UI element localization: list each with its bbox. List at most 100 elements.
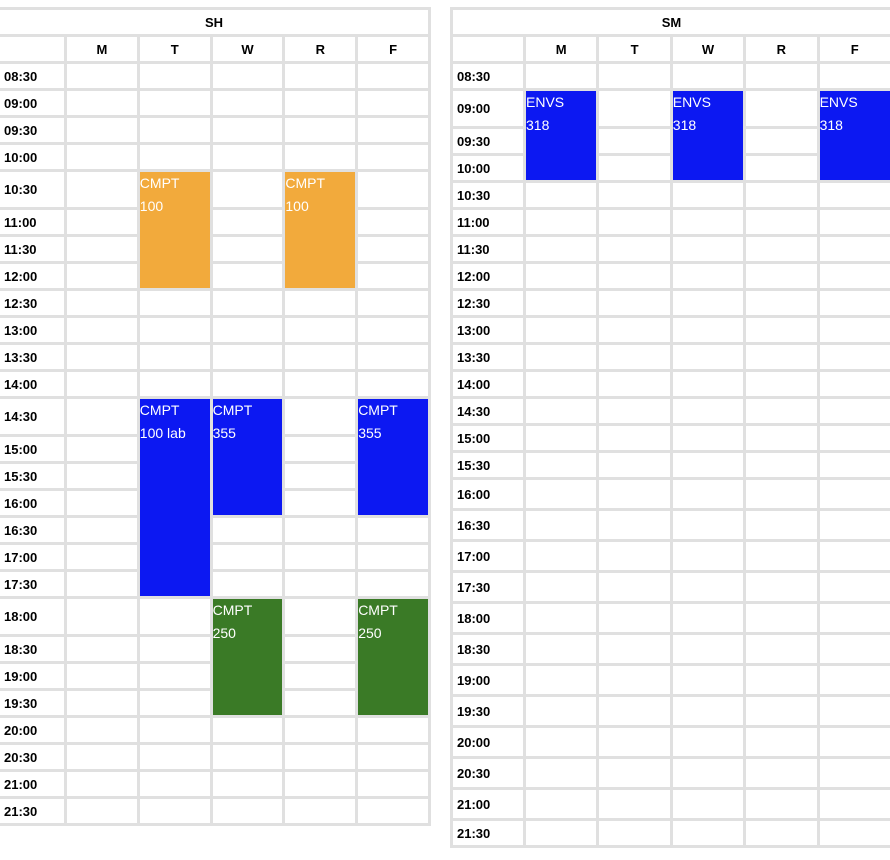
- schedule-cell[interactable]: [599, 453, 670, 477]
- schedule-cell[interactable]: [67, 718, 137, 742]
- schedule-cell[interactable]: [212, 237, 283, 261]
- schedule-cell[interactable]: [746, 426, 817, 450]
- schedule-cell[interactable]: [672, 790, 744, 818]
- schedule-cell[interactable]: [672, 573, 744, 601]
- schedule-cell[interactable]: [746, 399, 817, 423]
- schedule-cell[interactable]: [746, 511, 817, 539]
- schedule-cell[interactable]: [746, 728, 817, 756]
- schedule-cell[interactable]: [139, 691, 210, 715]
- schedule-cell[interactable]: [526, 453, 597, 477]
- schedule-cell[interactable]: [526, 291, 597, 315]
- schedule-cell[interactable]: [67, 372, 137, 396]
- schedule-cell[interactable]: [212, 799, 283, 823]
- schedule-cell[interactable]: [819, 604, 890, 632]
- schedule-cell[interactable]: [819, 728, 890, 756]
- schedule-cell[interactable]: [819, 453, 890, 477]
- schedule-cell[interactable]: [67, 91, 137, 115]
- schedule-cell[interactable]: [746, 635, 817, 663]
- schedule-cell[interactable]: [139, 799, 210, 823]
- schedule-cell[interactable]: [672, 480, 744, 508]
- schedule-cell[interactable]: [285, 291, 356, 315]
- schedule-cell[interactable]: [746, 759, 817, 787]
- schedule-cell[interactable]: [746, 480, 817, 508]
- course-block[interactable]: CMPT 355: [358, 399, 428, 515]
- course-block[interactable]: CMPT 355: [212, 399, 283, 515]
- schedule-cell[interactable]: [819, 372, 890, 396]
- schedule-cell[interactable]: [285, 372, 356, 396]
- schedule-cell[interactable]: [819, 573, 890, 601]
- schedule-cell[interactable]: [672, 318, 744, 342]
- schedule-cell[interactable]: [672, 453, 744, 477]
- schedule-cell[interactable]: [139, 118, 210, 142]
- schedule-cell[interactable]: [819, 183, 890, 207]
- schedule-cell[interactable]: [599, 64, 670, 88]
- schedule-cell[interactable]: [358, 545, 428, 569]
- schedule-cell[interactable]: [285, 399, 356, 434]
- schedule-cell[interactable]: [672, 511, 744, 539]
- schedule-cell[interactable]: [67, 318, 137, 342]
- schedule-cell[interactable]: [746, 183, 817, 207]
- schedule-cell[interactable]: [358, 745, 428, 769]
- schedule-cell[interactable]: [672, 759, 744, 787]
- schedule-cell[interactable]: [599, 573, 670, 601]
- schedule-cell[interactable]: [599, 728, 670, 756]
- schedule-cell[interactable]: [599, 604, 670, 632]
- schedule-cell[interactable]: [67, 345, 137, 369]
- schedule-cell[interactable]: [746, 64, 817, 88]
- schedule-cell[interactable]: [526, 759, 597, 787]
- schedule-cell[interactable]: [212, 572, 283, 596]
- schedule-cell[interactable]: [599, 291, 670, 315]
- schedule-cell[interactable]: [599, 426, 670, 450]
- schedule-cell[interactable]: [819, 399, 890, 423]
- schedule-cell[interactable]: [599, 821, 670, 845]
- schedule-cell[interactable]: [212, 210, 283, 234]
- schedule-cell[interactable]: [67, 118, 137, 142]
- schedule-cell[interactable]: [819, 480, 890, 508]
- schedule-cell[interactable]: [526, 666, 597, 694]
- schedule-cell[interactable]: [285, 145, 356, 169]
- schedule-cell[interactable]: [526, 790, 597, 818]
- schedule-cell[interactable]: [526, 264, 597, 288]
- schedule-cell[interactable]: [746, 156, 817, 180]
- schedule-cell[interactable]: [139, 637, 210, 661]
- schedule-cell[interactable]: [358, 572, 428, 596]
- schedule-cell[interactable]: [285, 691, 356, 715]
- course-block[interactable]: ENVS 318: [819, 91, 890, 180]
- schedule-cell[interactable]: [672, 697, 744, 725]
- schedule-cell[interactable]: [67, 799, 137, 823]
- schedule-cell[interactable]: [139, 91, 210, 115]
- schedule-cell[interactable]: [599, 129, 670, 153]
- schedule-cell[interactable]: [526, 573, 597, 601]
- schedule-cell[interactable]: [285, 437, 356, 461]
- schedule-cell[interactable]: [526, 604, 597, 632]
- schedule-cell[interactable]: [139, 345, 210, 369]
- schedule-cell[interactable]: [526, 372, 597, 396]
- schedule-cell[interactable]: [672, 291, 744, 315]
- course-block[interactable]: CMPT 100: [285, 172, 356, 288]
- schedule-cell[interactable]: [819, 542, 890, 570]
- schedule-cell[interactable]: [672, 635, 744, 663]
- schedule-cell[interactable]: [746, 453, 817, 477]
- schedule-cell[interactable]: [599, 183, 670, 207]
- schedule-cell[interactable]: [67, 437, 137, 461]
- schedule-cell[interactable]: [139, 64, 210, 88]
- schedule-cell[interactable]: [67, 572, 137, 596]
- schedule-cell[interactable]: [139, 291, 210, 315]
- schedule-cell[interactable]: [358, 318, 428, 342]
- schedule-cell[interactable]: [358, 64, 428, 88]
- schedule-cell[interactable]: [819, 237, 890, 261]
- schedule-cell[interactable]: [67, 172, 137, 207]
- schedule-cell[interactable]: [285, 572, 356, 596]
- schedule-cell[interactable]: [819, 345, 890, 369]
- schedule-cell[interactable]: [139, 772, 210, 796]
- schedule-cell[interactable]: [672, 728, 744, 756]
- schedule-cell[interactable]: [526, 237, 597, 261]
- course-block[interactable]: CMPT 250: [212, 599, 283, 715]
- schedule-cell[interactable]: [67, 599, 137, 634]
- schedule-cell[interactable]: [285, 745, 356, 769]
- schedule-cell[interactable]: [67, 64, 137, 88]
- schedule-cell[interactable]: [526, 697, 597, 725]
- schedule-cell[interactable]: [746, 264, 817, 288]
- schedule-cell[interactable]: [672, 399, 744, 423]
- schedule-cell[interactable]: [358, 291, 428, 315]
